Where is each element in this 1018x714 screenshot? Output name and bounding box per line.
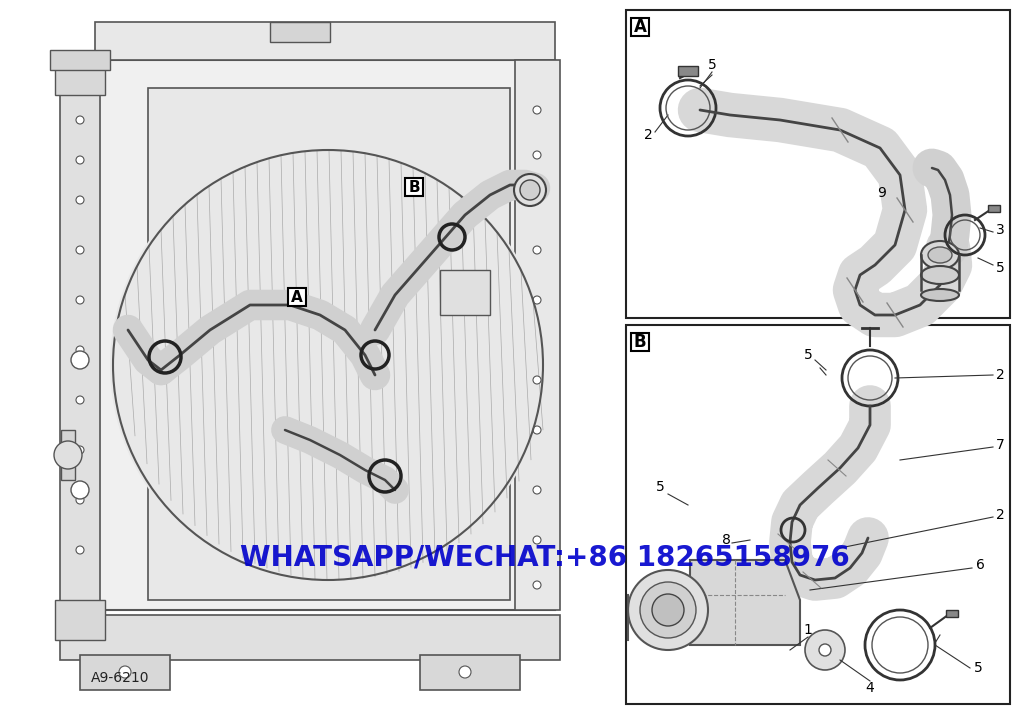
Polygon shape — [95, 22, 555, 60]
Text: 4: 4 — [865, 681, 874, 695]
Text: A: A — [633, 18, 646, 36]
Circle shape — [76, 446, 84, 454]
Text: B: B — [408, 179, 419, 194]
Circle shape — [76, 246, 84, 254]
Circle shape — [76, 496, 84, 504]
Circle shape — [533, 581, 541, 589]
Circle shape — [533, 426, 541, 434]
Circle shape — [533, 106, 541, 114]
Circle shape — [76, 346, 84, 354]
Text: 5: 5 — [973, 661, 982, 675]
Text: 6: 6 — [975, 558, 984, 572]
Text: 5: 5 — [996, 261, 1005, 275]
Text: 2: 2 — [643, 128, 653, 142]
Bar — [626, 325, 1010, 704]
Bar — [626, 10, 1010, 318]
Text: A9-6210: A9-6210 — [91, 671, 150, 685]
Circle shape — [805, 630, 845, 670]
Circle shape — [533, 196, 541, 204]
Bar — [678, 66, 698, 76]
Circle shape — [110, 147, 546, 583]
Bar — [631, 18, 649, 36]
Text: 3: 3 — [996, 223, 1005, 237]
Circle shape — [533, 296, 541, 304]
Bar — [50, 50, 110, 70]
Bar — [148, 88, 510, 600]
Ellipse shape — [921, 289, 959, 301]
Circle shape — [119, 666, 131, 678]
Text: B: B — [633, 333, 646, 351]
Circle shape — [819, 644, 831, 656]
Circle shape — [76, 116, 84, 124]
Text: 2: 2 — [996, 368, 1005, 382]
Bar — [95, 60, 555, 610]
Text: 2: 2 — [996, 508, 1005, 522]
Bar — [515, 60, 560, 610]
Bar — [988, 205, 1000, 212]
Circle shape — [533, 246, 541, 254]
Bar — [55, 55, 105, 95]
Circle shape — [76, 156, 84, 164]
Circle shape — [533, 376, 541, 384]
Circle shape — [533, 151, 541, 159]
Circle shape — [71, 481, 89, 499]
Circle shape — [76, 196, 84, 204]
Text: 5: 5 — [708, 58, 717, 72]
Bar — [61, 430, 75, 480]
Bar — [60, 615, 560, 660]
Circle shape — [71, 351, 89, 369]
Text: 5: 5 — [803, 348, 812, 362]
Ellipse shape — [928, 247, 952, 263]
Polygon shape — [690, 560, 800, 645]
Text: 7: 7 — [996, 438, 1005, 452]
Circle shape — [514, 174, 546, 206]
Text: 9: 9 — [878, 186, 887, 200]
Circle shape — [76, 546, 84, 554]
Ellipse shape — [921, 241, 959, 269]
Bar — [420, 655, 520, 690]
Circle shape — [459, 666, 471, 678]
Circle shape — [652, 594, 684, 626]
Circle shape — [76, 396, 84, 404]
Ellipse shape — [921, 266, 959, 284]
Bar — [55, 600, 105, 640]
Bar — [270, 22, 330, 42]
Bar — [60, 55, 100, 640]
Circle shape — [628, 570, 708, 650]
Text: WHATSAPP/WECHAT:+86 18265158976: WHATSAPP/WECHAT:+86 18265158976 — [240, 543, 850, 571]
Text: 1: 1 — [803, 623, 812, 637]
Bar — [631, 333, 649, 351]
Circle shape — [520, 180, 540, 200]
Bar — [946, 610, 958, 617]
Bar — [288, 288, 306, 306]
Text: 5: 5 — [656, 480, 665, 494]
Circle shape — [76, 296, 84, 304]
Text: 8: 8 — [722, 533, 731, 547]
Circle shape — [533, 536, 541, 544]
Circle shape — [54, 441, 82, 469]
Bar — [405, 178, 423, 196]
Text: A: A — [291, 289, 303, 304]
Bar — [80, 655, 170, 690]
Bar — [440, 270, 490, 315]
Circle shape — [533, 486, 541, 494]
Circle shape — [640, 582, 696, 638]
